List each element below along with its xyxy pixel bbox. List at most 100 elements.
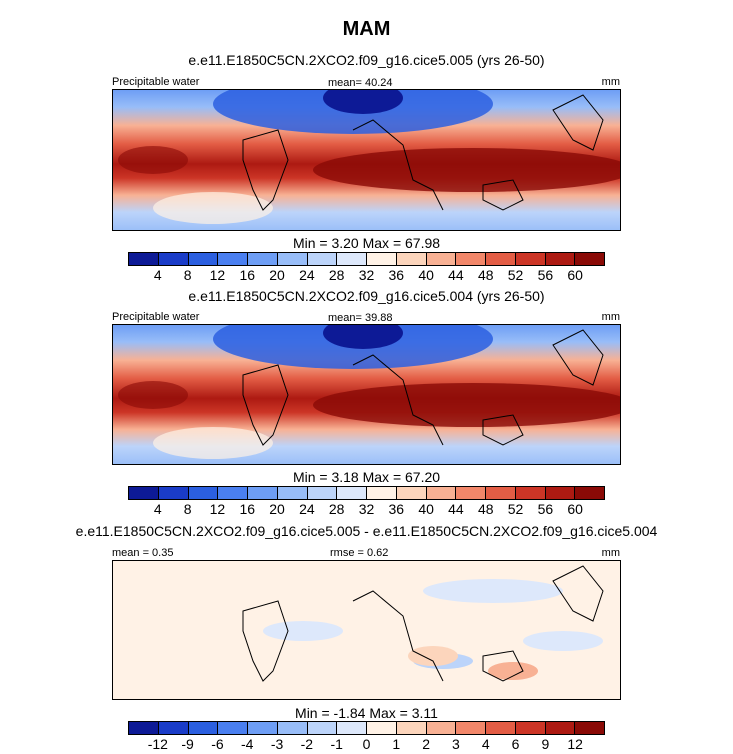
colorbar-1-cell-11 <box>456 253 486 265</box>
colorbar-2-cell-13 <box>515 487 546 499</box>
colorbar-2-tick-label: 28 <box>328 501 345 517</box>
colorbar-2-tick-label: 56 <box>537 501 554 517</box>
colorbar-1-tick-label: 24 <box>299 267 315 283</box>
colorbar-1-cell-10 <box>426 253 457 265</box>
colorbar-3-cell-3 <box>218 722 248 734</box>
colorbar-3-tick-label: -3 <box>270 736 284 752</box>
colorbar-1-tick-label: 28 <box>328 267 345 283</box>
colorbar-2-tick-label: 44 <box>448 501 464 517</box>
colorbar-2-cell-10 <box>426 487 457 499</box>
panel-3-rmse-label: rmse = 0.62 <box>330 547 389 559</box>
colorbar-3-tick-label: 12 <box>567 736 583 752</box>
panel-3-mean-label: mean = 0.35 <box>112 547 174 559</box>
colorbar-2-cell-8 <box>367 487 397 499</box>
panel-1-mean-label: mean= 40.24 <box>328 77 393 89</box>
colorbar-2-cell-9 <box>396 487 427 499</box>
panel-1-units-label: mm <box>601 76 620 88</box>
colorbar-1-tick-label: 48 <box>477 267 494 283</box>
colorbar-3-tick-label: 4 <box>481 736 490 752</box>
colorbar-2-cell-6 <box>307 487 338 499</box>
colorbar-1-cell-4 <box>248 253 278 265</box>
colorbar-3-cell-13 <box>515 722 546 734</box>
colorbar-2-cell-15 <box>575 487 604 499</box>
colorbar-2-tick-label: 24 <box>299 501 315 517</box>
colorbar-1-cell-12 <box>486 253 516 265</box>
panel-1-map <box>112 89 621 231</box>
colorbar-3-tick-label: 6 <box>511 736 520 752</box>
colorbar-2-tick-label: 4 <box>153 501 162 517</box>
colorbar-3-tick-label: -12 <box>147 736 168 752</box>
colorbar-2-tick-label: 40 <box>418 501 434 517</box>
colorbar-3-tick-label: 1 <box>392 736 401 752</box>
colorbar-2-cell-7 <box>337 487 367 499</box>
colorbar-3-cell-6 <box>307 722 338 734</box>
panel-2-minmax: Min = 3.18 Max = 67.20 <box>292 469 441 485</box>
colorbar-3-tick-label: -1 <box>330 736 343 752</box>
panel-3-colorbar-ticks: -12 -9 -6 -4 -3 -2 -1 0 1 2 3 4 6 9 12 <box>128 736 605 752</box>
panel-1-minmax: Min = 3.20 Max = 67.98 <box>292 235 441 251</box>
colorbar-3-cell-15 <box>575 722 604 734</box>
colorbar-2-cell-5 <box>277 487 308 499</box>
panel-3-map <box>112 560 621 700</box>
colorbar-3-cell-4 <box>248 722 278 734</box>
colorbar-1-cell-15 <box>575 253 604 265</box>
panel-2-map <box>112 324 621 465</box>
colorbar-2-cell-0 <box>129 487 159 499</box>
colorbar-1-cell-9 <box>396 253 427 265</box>
panel-3-units-label: mm <box>601 547 620 559</box>
colorbar-3-tick-label: -4 <box>241 736 254 752</box>
colorbar-3-tick-label: 3 <box>452 736 460 752</box>
colorbar-3-cell-8 <box>367 722 397 734</box>
colorbar-3-cell-14 <box>545 722 576 734</box>
panel-1-colorbar <box>128 252 605 266</box>
panel-1-title: e.e11.E1850C5CN.2XCO2.f09_g16.cice5.005 … <box>188 52 545 68</box>
colorbar-1-cell-5 <box>277 253 308 265</box>
colorbar-3-tick-label: -2 <box>300 736 314 752</box>
colorbar-1-tick-label: 44 <box>448 267 464 283</box>
panel-2-title: e.e11.E1850C5CN.2XCO2.f09_g16.cice5.004 … <box>188 288 545 304</box>
colorbar-2-cell-12 <box>486 487 516 499</box>
colorbar-3-tick-label: 0 <box>362 736 371 752</box>
panel-1-variable-label: Precipitable water <box>112 76 200 88</box>
colorbar-3-cell-2 <box>188 722 219 734</box>
colorbar-1-cell-13 <box>515 253 546 265</box>
colorbar-1-tick-label: 8 <box>183 267 192 283</box>
colorbar-2-tick-label: 12 <box>209 501 226 517</box>
colorbar-1-tick-label: 52 <box>507 267 524 283</box>
colorbar-1-cell-8 <box>367 253 397 265</box>
colorbar-2-tick-label: 20 <box>269 501 285 517</box>
colorbar-2-tick-label: 48 <box>477 501 494 517</box>
colorbar-2-tick-label: 36 <box>388 501 405 517</box>
colorbar-1-tick-label: 32 <box>358 267 375 283</box>
colorbar-2-tick-label: 8 <box>183 501 192 517</box>
colorbar-2-cell-2 <box>188 487 219 499</box>
figure-title: MAM <box>342 18 391 40</box>
colorbar-3-cell-7 <box>337 722 367 734</box>
colorbar-1-cell-3 <box>218 253 248 265</box>
colorbar-1-tick-label: 4 <box>153 267 162 283</box>
colorbar-2-cell-1 <box>158 487 189 499</box>
colorbar-1-tick-label: 56 <box>537 267 554 283</box>
colorbar-2-tick-label: 16 <box>239 501 256 517</box>
panel-3-title: e.e11.E1850C5CN.2XCO2.f09_g16.cice5.005 … <box>75 523 658 539</box>
panel-2-colorbar <box>128 486 605 500</box>
colorbar-1-cell-7 <box>337 253 367 265</box>
colorbar-3-cell-0 <box>129 722 159 734</box>
colorbar-2-cell-14 <box>545 487 576 499</box>
colorbar-1-tick-label: 60 <box>567 267 583 283</box>
panel-2-variable-label: Precipitable water <box>112 311 200 323</box>
colorbar-1-cell-1 <box>158 253 189 265</box>
colorbar-1-tick-label: 16 <box>239 267 256 283</box>
colorbar-1-cell-0 <box>129 253 159 265</box>
panel-3-colorbar <box>128 721 605 735</box>
colorbar-2-cell-4 <box>248 487 278 499</box>
colorbar-3-cell-5 <box>277 722 308 734</box>
colorbar-3-cell-1 <box>158 722 189 734</box>
panel-3-minmax: Min = -1.84 Max = 3.11 <box>295 705 438 721</box>
colorbar-3-cell-9 <box>396 722 427 734</box>
panel-2-units-label: mm <box>601 311 620 323</box>
colorbar-1-cell-2 <box>188 253 219 265</box>
colorbar-3-cell-11 <box>456 722 486 734</box>
colorbar-3-cell-10 <box>426 722 457 734</box>
colorbar-2-tick-label: 32 <box>358 501 375 517</box>
